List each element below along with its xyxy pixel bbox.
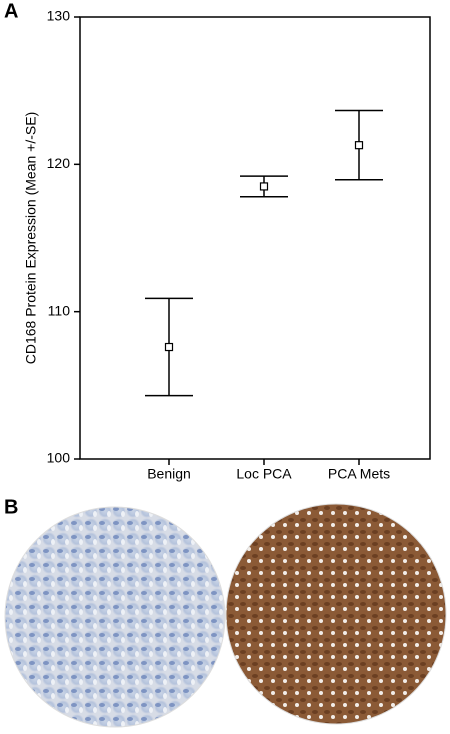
panel-label: A [4, 0, 18, 22]
panel-label: B [4, 496, 18, 518]
tissue-image-mets [225, 503, 447, 725]
y-axis-label: CD168 Protein Expression (Mean +/-SE) [23, 112, 39, 365]
x-tick-label: PCA Mets [328, 466, 390, 482]
tissue-image-benign [4, 506, 226, 728]
y-tick-label: 120 [47, 155, 71, 171]
y-tick-label: 110 [48, 302, 71, 318]
y-tick-label: 100 [47, 450, 71, 466]
mean-marker [354, 141, 364, 150]
x-tick-label: Benign [147, 466, 191, 482]
y-tick-label: 130 [47, 8, 71, 24]
x-tick-label: Loc PCA [236, 466, 292, 482]
plot-frame [79, 16, 431, 460]
mean-marker [164, 342, 174, 352]
mean-marker [259, 182, 269, 191]
